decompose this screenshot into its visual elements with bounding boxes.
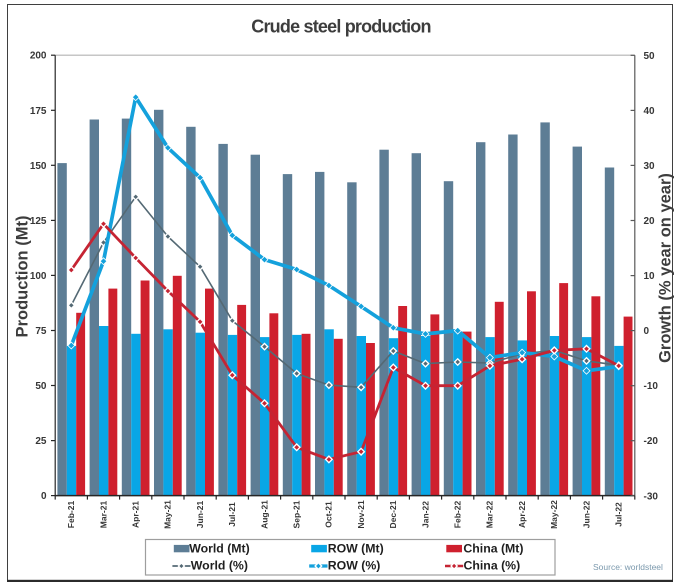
svg-text:World (Mt): World (Mt) (189, 541, 250, 555)
svg-text:Mar-22: Mar-22 (485, 501, 495, 529)
svg-text:Growth (% year on year): Growth (% year on year) (657, 173, 675, 363)
svg-text:Feb-22: Feb-22 (453, 501, 463, 529)
svg-text:0: 0 (41, 491, 47, 502)
svg-text:May-22: May-22 (549, 500, 559, 529)
svg-text:0: 0 (644, 326, 650, 337)
svg-text:Production (Mt): Production (Mt) (14, 216, 32, 338)
svg-text:Source: worldsteel: Source: worldsteel (593, 562, 663, 572)
svg-text:25: 25 (35, 436, 47, 447)
svg-text:Feb-21: Feb-21 (66, 501, 76, 529)
svg-text:Crude steel production: Crude steel production (251, 17, 430, 37)
svg-text:-10: -10 (644, 381, 659, 392)
svg-text:200: 200 (30, 51, 47, 62)
svg-text:100: 100 (30, 271, 47, 282)
svg-text:125: 125 (30, 216, 47, 227)
svg-text:Jul-21: Jul-21 (227, 502, 237, 527)
svg-text:-30: -30 (644, 491, 659, 502)
svg-text:Jul-22: Jul-22 (614, 502, 624, 527)
svg-text:Jun-21: Jun-21 (195, 501, 205, 529)
svg-text:China (%): China (%) (464, 559, 521, 573)
svg-text:Mar-21: Mar-21 (98, 501, 108, 529)
svg-text:50: 50 (35, 381, 47, 392)
svg-text:50: 50 (644, 51, 656, 62)
svg-text:ROW (Mt): ROW (Mt) (328, 541, 384, 555)
svg-text:May-21: May-21 (163, 500, 173, 529)
svg-text:Oct-21: Oct-21 (324, 501, 334, 528)
svg-text:China (Mt): China (Mt) (463, 541, 523, 555)
svg-text:Nov-21: Nov-21 (356, 500, 366, 529)
svg-text:150: 150 (30, 161, 47, 172)
svg-text:Dec-21: Dec-21 (388, 500, 398, 528)
svg-text:Apr-22: Apr-22 (517, 501, 527, 528)
svg-text:Aug-21: Aug-21 (259, 500, 269, 529)
svg-text:40: 40 (644, 106, 656, 117)
svg-text:Jan-22: Jan-22 (420, 501, 430, 528)
svg-text:175: 175 (30, 106, 47, 117)
svg-text:-20: -20 (644, 436, 659, 447)
svg-text:75: 75 (35, 326, 47, 337)
svg-text:20: 20 (644, 216, 656, 227)
svg-text:10: 10 (644, 271, 656, 282)
svg-text:ROW (%): ROW (%) (328, 559, 381, 573)
svg-text:Sep-21: Sep-21 (292, 500, 302, 528)
svg-text:World (%): World (%) (191, 559, 248, 573)
svg-text:30: 30 (644, 161, 656, 172)
svg-text:Jun-22: Jun-22 (581, 501, 591, 529)
svg-text:Apr-21: Apr-21 (131, 501, 141, 528)
